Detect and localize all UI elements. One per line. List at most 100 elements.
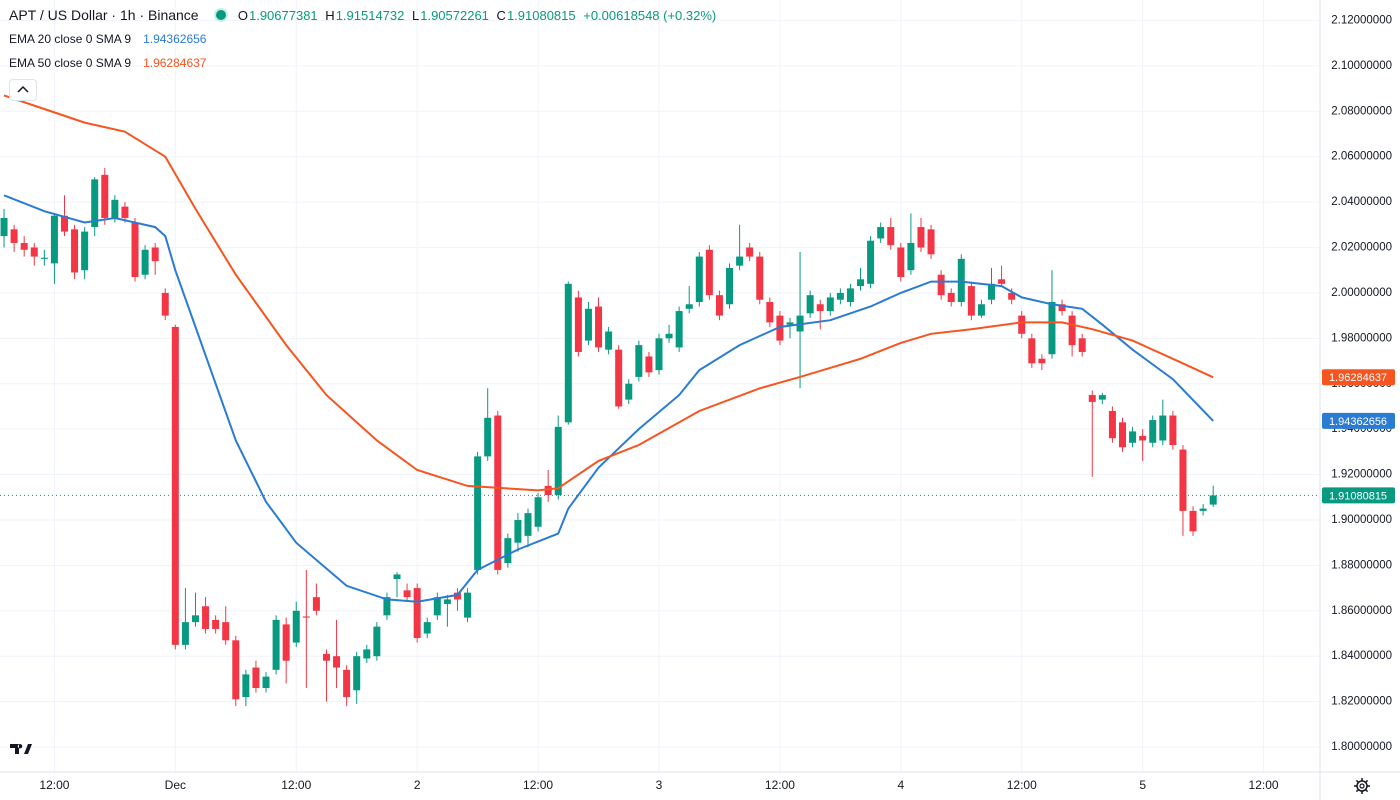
collapse-legend-button[interactable] [9,79,37,101]
candle-body [333,656,341,668]
candle-body [937,274,945,296]
candle-body [443,599,451,604]
candle-body [584,308,592,341]
candle-body [605,331,613,350]
y-tick-label: 1.98000000 [1331,332,1392,344]
candle-body [131,222,139,278]
candle-body [1078,338,1086,352]
candle-body [806,295,814,314]
candle-body [1108,410,1116,439]
candle-body [514,519,522,543]
candle-body [685,304,693,309]
x-tick-label: 12:00 [1249,778,1279,792]
settings-icon[interactable] [1354,778,1370,794]
x-tick-label: 3 [656,778,663,792]
candle-body [705,249,713,296]
ohlc-label: C [496,8,506,23]
candle-body [1068,315,1076,346]
ema-line [3,94,1214,492]
y-tick-label: 2.04000000 [1331,196,1392,208]
candle-body [615,349,623,407]
candle-body [50,215,58,264]
candle-body [181,622,189,645]
chevron-icon [17,85,29,93]
candle-body [645,356,653,373]
candle-body [494,415,502,570]
candle-body [564,283,572,423]
symbol-title[interactable]: APT / US Dollar · 1h · Binance [9,7,199,23]
candle-body [322,653,330,661]
candle-body [625,383,633,400]
indicator-value: 1.96284637 [143,56,207,70]
candle-body [675,311,683,348]
indicator-value: 1.94362656 [143,32,207,46]
candle-body [967,286,975,316]
last-price-badge [1322,487,1395,504]
grid [0,0,1320,772]
candle-body [1209,495,1217,505]
candle-body [836,292,844,300]
candle-body [998,279,1006,284]
candle-body [957,258,965,302]
candle-body [312,597,320,611]
y-tick-label: 1.92000000 [1331,469,1392,481]
tradingview-logo[interactable] [10,744,32,754]
price-badge [1322,369,1395,386]
candle-body [1199,508,1207,511]
candle-body [353,656,361,691]
candle-body [1058,304,1066,312]
candle-body [504,538,512,564]
candle-body [474,456,482,570]
candle-body [292,610,300,643]
candle-body [665,333,673,339]
candle-body [30,247,38,257]
candle-body [655,338,663,371]
ohlc-value: 1.91514732 [335,8,405,23]
candle-body [1159,415,1167,441]
symbol-legend: APT / US Dollar · 1h · Binance O1.906773… [9,7,720,23]
candle-body [383,597,391,616]
candle-body [1149,420,1157,443]
indicator-row[interactable]: EMA 50 close 0 SMA 9 1.96284637 [9,55,210,70]
candle-body [60,215,68,232]
market-status-dot [216,10,227,20]
price-badge-label: 1.94362656 [1329,416,1387,428]
candle-body [544,485,552,495]
candle-body [423,622,431,634]
candle-body [1179,449,1187,511]
x-tick-label: Dec [165,778,186,792]
candle-body [0,217,8,237]
candle-body [222,622,230,641]
candle-body [171,326,179,645]
candle-body [857,279,865,287]
y-tick-label: 1.88000000 [1331,559,1392,571]
y-tick-label: 2.12000000 [1331,14,1392,26]
x-tick-label: 12:00 [765,778,795,792]
candle-body [252,667,260,688]
indicator-row[interactable]: EMA 20 close 0 SMA 9 1.94362656 [9,31,210,46]
candle-body [816,304,824,312]
candle-body [786,322,794,325]
candle-body [736,256,744,266]
candle-body [897,247,905,278]
candle-body [121,206,129,218]
change-value: +0.00618548 (+0.32%) [583,8,717,23]
candle-body [1119,422,1127,448]
x-tick-label: 12:00 [1007,778,1037,792]
candle-body [141,249,149,275]
candle-body [191,615,199,623]
candle-body [40,257,48,259]
candle-body [907,242,915,271]
candle-body [715,295,723,316]
candle-body [1048,301,1056,355]
x-tick-label: 12:00 [281,778,311,792]
candle-body [363,649,371,659]
x-tick-label: 4 [897,778,904,792]
candle-body [91,179,99,228]
x-tick-label: 12:00 [523,778,553,792]
candle-body [161,292,169,316]
candle-body [413,588,421,639]
candle-body [111,199,119,218]
candle-body [867,240,875,284]
